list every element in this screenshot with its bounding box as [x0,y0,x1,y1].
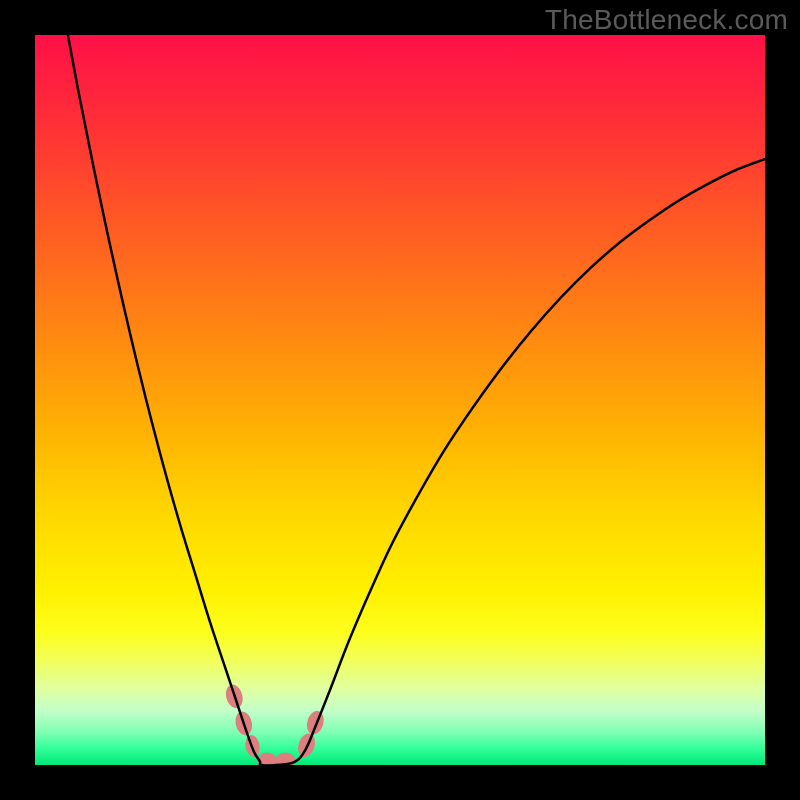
gradient-background [35,35,765,765]
chart-svg [35,35,765,765]
chart-frame: TheBottleneck.com [0,0,800,800]
watermark-text: TheBottleneck.com [545,4,788,36]
plot-area [35,35,765,765]
